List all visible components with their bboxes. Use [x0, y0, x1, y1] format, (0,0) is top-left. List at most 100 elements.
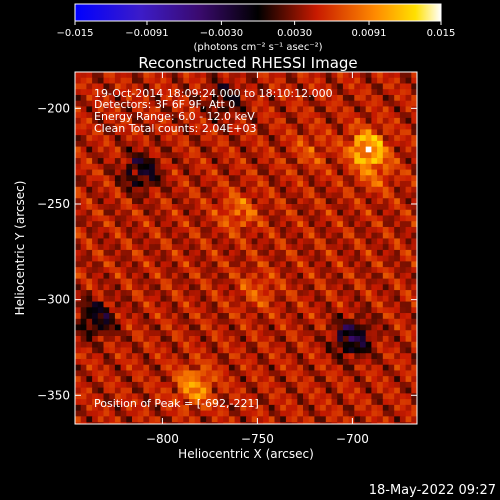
heatmap-cell [246, 336, 253, 343]
heatmap-cell [143, 347, 150, 354]
heatmap-cell [137, 393, 144, 400]
heatmap-cell [132, 393, 139, 400]
heatmap-cell [154, 324, 162, 331]
heatmap-cell [189, 364, 196, 372]
heatmap-cell [246, 399, 253, 406]
heatmap-cell [92, 347, 99, 354]
heatmap-cell [371, 272, 378, 280]
heatmap-cell [171, 83, 179, 90]
heatmap-cell [325, 77, 333, 85]
heatmap-cell [75, 364, 82, 372]
heatmap-cell [308, 221, 315, 228]
heatmap-cell [234, 313, 241, 320]
heatmap-cell [263, 410, 270, 417]
heatmap-cell [257, 267, 264, 274]
heatmap-cell [268, 209, 276, 217]
heatmap-cell [303, 181, 310, 188]
heatmap-cell [143, 204, 150, 211]
heatmap-cell [154, 152, 162, 159]
heatmap-cell [143, 364, 150, 372]
heatmap-cell [257, 226, 264, 234]
heatmap-cell [137, 238, 144, 245]
heatmap-cell [126, 347, 133, 354]
heatmap-cell [114, 330, 122, 337]
heatmap-cell [320, 175, 327, 182]
heatmap-cell [297, 261, 304, 268]
heatmap-cell [103, 387, 110, 394]
heatmap-cell [154, 249, 162, 257]
heatmap-cell [388, 336, 395, 343]
heatmap-cell [97, 284, 105, 291]
heatmap-cell [149, 244, 156, 251]
heatmap-cell [86, 215, 93, 222]
heatmap-cell [126, 215, 133, 222]
heatmap-cell [92, 232, 99, 240]
heatmap-cell [303, 106, 310, 113]
heatmap-cell [223, 129, 230, 136]
heatmap-cell [114, 290, 122, 297]
heatmap-cell [114, 192, 122, 199]
heatmap-cell [143, 175, 150, 182]
heatmap-cell [377, 226, 384, 234]
heatmap-cell [114, 381, 122, 389]
heatmap-cell [274, 117, 281, 125]
heatmap-cell [257, 175, 264, 182]
heatmap-cell [217, 393, 224, 400]
heatmap-cell [348, 358, 355, 366]
heatmap-cell [228, 290, 236, 297]
heatmap-cell [320, 255, 327, 262]
heatmap-cell [280, 301, 287, 308]
heatmap-cell [337, 249, 344, 257]
chart-title: Reconstructed RHESSI Image [138, 54, 357, 72]
heatmap-cell [206, 324, 213, 331]
heatmap-cell [371, 181, 378, 188]
heatmap-cell [109, 72, 116, 79]
heatmap-cell [86, 72, 93, 79]
heatmap-cell [154, 364, 162, 372]
heatmap-cell [143, 129, 150, 136]
heatmap-cell [103, 272, 110, 280]
heatmap-cell [263, 290, 270, 297]
heatmap-cell [234, 393, 241, 400]
heatmap-cell [120, 221, 127, 228]
heatmap-cell [394, 387, 401, 394]
heatmap-cell [246, 94, 253, 102]
heatmap-cell [217, 272, 224, 280]
heatmap-cell [354, 290, 361, 297]
heatmap-cell [320, 249, 327, 257]
heatmap-cell [291, 370, 298, 377]
heatmap-cell [297, 284, 304, 291]
heatmap-cell [280, 72, 287, 79]
heatmap-cell [103, 422, 110, 424]
heatmap-cell [177, 399, 184, 406]
heatmap-cell [166, 186, 173, 194]
heatmap-cell [103, 376, 110, 383]
heatmap-cell [314, 158, 321, 165]
heatmap-cell [154, 284, 162, 291]
heatmap-cell [120, 370, 127, 377]
heatmap-cell [240, 181, 247, 188]
heatmap-cell [274, 152, 281, 159]
heatmap-cell [354, 295, 361, 303]
heatmap-cell [308, 100, 315, 108]
heatmap-cell [382, 307, 390, 314]
heatmap-cell [371, 267, 378, 274]
heatmap-cell [257, 186, 264, 194]
heatmap-cell [360, 140, 367, 148]
heatmap-cell [154, 272, 162, 280]
heatmap-cell [314, 209, 321, 217]
heatmap-cell [183, 83, 190, 90]
heatmap-cell [325, 83, 333, 90]
heatmap-cell [240, 295, 247, 303]
heatmap-cell [103, 318, 110, 326]
heatmap-cell [331, 353, 338, 360]
heatmap-cell [405, 295, 412, 303]
heatmap-cell [308, 393, 315, 400]
heatmap-cell [234, 278, 241, 285]
heatmap-cell [405, 158, 412, 165]
heatmap-cell [120, 215, 127, 222]
heatmap-cell [183, 278, 190, 285]
heatmap-cell [285, 100, 293, 108]
heatmap-cell [217, 255, 224, 262]
heatmap-cell [149, 140, 156, 148]
